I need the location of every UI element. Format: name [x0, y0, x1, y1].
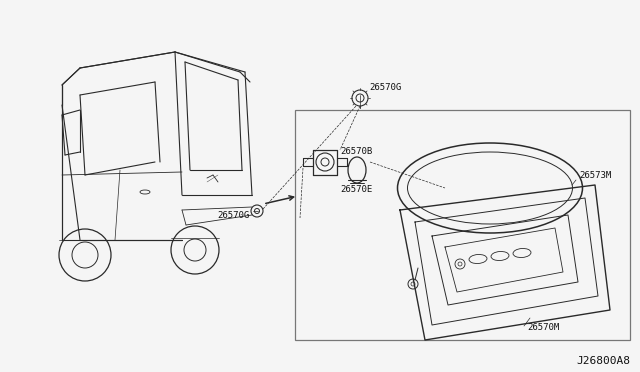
Text: 26570G: 26570G [217, 211, 249, 220]
Text: 26570B: 26570B [340, 147, 372, 156]
Text: 26573M: 26573M [579, 171, 611, 180]
Bar [295, 110, 630, 340]
Text: J26800A8: J26800A8 [576, 356, 630, 366]
Text: 26570E: 26570E [340, 185, 372, 194]
Text: 26570G: 26570G [369, 83, 401, 92]
Text: 26570M: 26570M [527, 323, 559, 332]
